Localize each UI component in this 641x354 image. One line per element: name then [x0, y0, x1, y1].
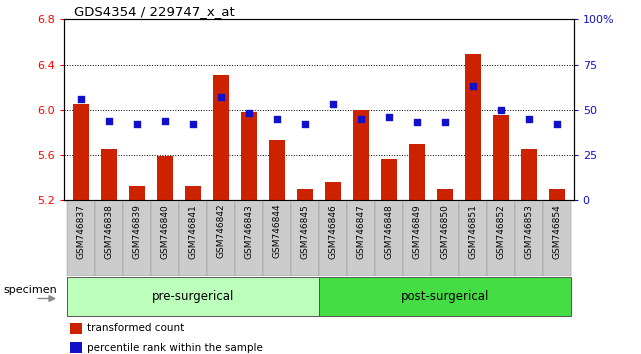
Bar	[465, 55, 481, 200]
FancyBboxPatch shape	[207, 200, 235, 276]
Point	[216, 94, 226, 100]
FancyBboxPatch shape	[375, 200, 403, 276]
Text: GDS4354 / 229747_x_at: GDS4354 / 229747_x_at	[74, 5, 235, 18]
FancyBboxPatch shape	[95, 200, 123, 276]
FancyBboxPatch shape	[515, 200, 543, 276]
Text: GSM746848: GSM746848	[385, 204, 394, 258]
Bar	[101, 149, 117, 200]
Bar	[549, 189, 565, 200]
Text: GSM746852: GSM746852	[496, 204, 505, 258]
Point	[132, 121, 142, 127]
Text: GSM746843: GSM746843	[244, 204, 253, 258]
Text: GSM746851: GSM746851	[469, 204, 478, 259]
Point	[328, 102, 338, 107]
Bar	[493, 115, 508, 200]
Bar	[521, 149, 537, 200]
Point	[356, 116, 366, 122]
Bar	[325, 182, 340, 200]
FancyBboxPatch shape	[543, 200, 571, 276]
Point	[244, 110, 254, 116]
Point	[104, 118, 114, 124]
Text: GSM746849: GSM746849	[412, 204, 421, 258]
FancyBboxPatch shape	[291, 200, 319, 276]
Bar	[269, 140, 285, 200]
Point	[440, 120, 450, 125]
Text: GSM746837: GSM746837	[76, 204, 85, 259]
Text: GSM746844: GSM746844	[272, 204, 281, 258]
Bar	[409, 144, 424, 200]
Bar	[73, 104, 88, 200]
Bar	[437, 189, 453, 200]
Point	[76, 96, 86, 102]
FancyBboxPatch shape	[403, 200, 431, 276]
Text: GSM746850: GSM746850	[440, 204, 449, 259]
FancyBboxPatch shape	[179, 200, 207, 276]
Point	[188, 121, 198, 127]
Bar	[71, 342, 83, 353]
Bar	[129, 187, 145, 200]
Text: GSM746841: GSM746841	[188, 204, 197, 258]
FancyBboxPatch shape	[263, 200, 291, 276]
Bar	[381, 159, 397, 200]
Bar	[241, 112, 256, 200]
Point	[384, 114, 394, 120]
Text: GSM746854: GSM746854	[553, 204, 562, 258]
FancyBboxPatch shape	[347, 200, 375, 276]
FancyBboxPatch shape	[151, 200, 179, 276]
FancyBboxPatch shape	[487, 200, 515, 276]
Text: GSM746853: GSM746853	[524, 204, 533, 259]
Text: transformed count: transformed count	[87, 323, 184, 333]
FancyBboxPatch shape	[235, 200, 263, 276]
Point	[495, 107, 506, 113]
Bar	[185, 187, 201, 200]
Text: GSM746847: GSM746847	[356, 204, 365, 258]
Text: specimen: specimen	[3, 285, 57, 295]
Text: GSM746845: GSM746845	[301, 204, 310, 258]
Text: post-surgerical: post-surgerical	[401, 290, 489, 303]
Text: pre-surgerical: pre-surgerical	[152, 290, 234, 303]
Point	[272, 116, 282, 122]
Text: GSM746840: GSM746840	[160, 204, 169, 258]
FancyBboxPatch shape	[123, 200, 151, 276]
Point	[160, 118, 170, 124]
Point	[300, 121, 310, 127]
Bar	[353, 110, 369, 200]
Text: GSM746846: GSM746846	[328, 204, 337, 258]
Point	[552, 121, 562, 127]
FancyBboxPatch shape	[67, 200, 95, 276]
Bar	[297, 189, 313, 200]
FancyBboxPatch shape	[319, 277, 571, 316]
Bar	[213, 75, 229, 200]
Bar	[157, 156, 172, 200]
Text: GSM746839: GSM746839	[133, 204, 142, 259]
Text: GSM746838: GSM746838	[104, 204, 113, 259]
Point	[468, 84, 478, 89]
Bar	[71, 322, 83, 334]
FancyBboxPatch shape	[431, 200, 459, 276]
FancyBboxPatch shape	[459, 200, 487, 276]
FancyBboxPatch shape	[67, 277, 319, 316]
Point	[412, 120, 422, 125]
Text: GSM746842: GSM746842	[217, 204, 226, 258]
Point	[524, 116, 534, 122]
FancyBboxPatch shape	[319, 200, 347, 276]
Text: percentile rank within the sample: percentile rank within the sample	[87, 343, 263, 353]
